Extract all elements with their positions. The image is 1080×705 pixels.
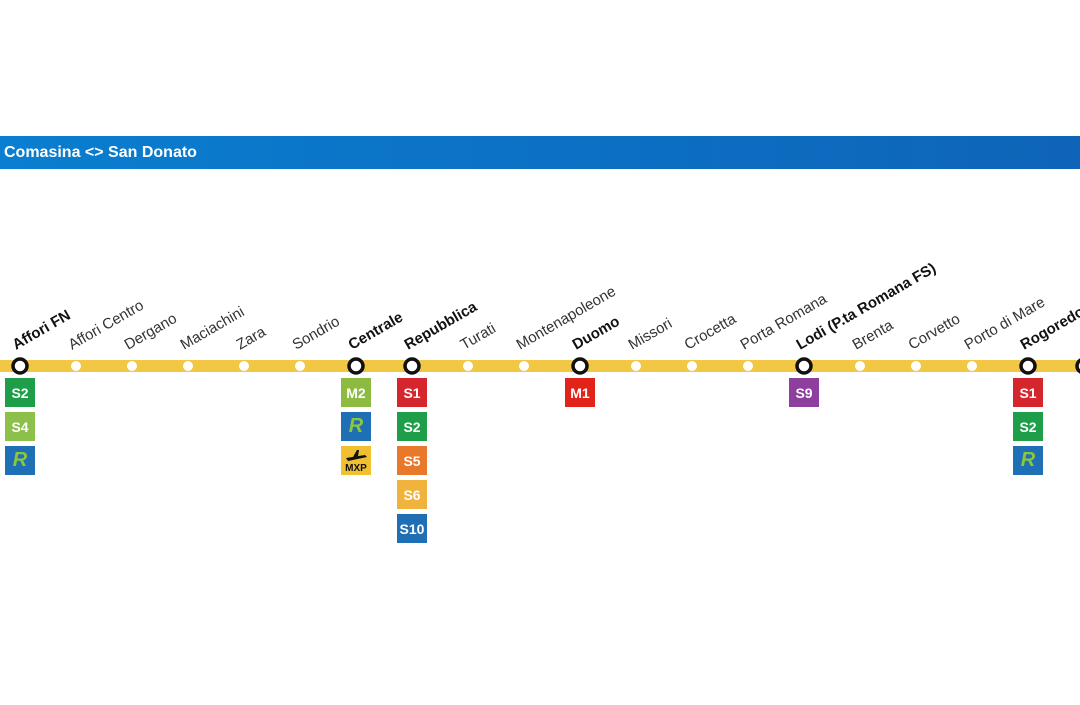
- station-dot: [855, 361, 865, 371]
- badge-label: S10: [400, 521, 425, 537]
- station-dot: [743, 361, 753, 371]
- station-name: Corvetto: [906, 310, 964, 353]
- connection-badge: S2: [397, 412, 427, 441]
- badge-label: R: [349, 415, 364, 437]
- station-name: Centrale: [346, 309, 406, 354]
- station-dot: [967, 361, 977, 371]
- connection-badge: M2: [341, 378, 371, 407]
- connection-badge: S1: [1013, 378, 1043, 407]
- station-dot: [295, 361, 305, 371]
- connection-badge: M1: [565, 378, 595, 407]
- badge-label: S1: [1019, 385, 1036, 401]
- station-dot: [71, 361, 81, 371]
- connection-badge: S6: [397, 480, 427, 509]
- connection-badge: R: [1013, 446, 1043, 475]
- badge-label: S4: [11, 419, 28, 435]
- station-ring: [349, 359, 363, 373]
- badge-label: S2: [11, 385, 28, 401]
- station-dot: [127, 361, 137, 371]
- badge-label: S2: [1019, 419, 1036, 435]
- station-name: Sondrio: [290, 313, 343, 354]
- station-dot: [911, 361, 921, 371]
- badge-label: S1: [403, 385, 420, 401]
- station-name: Crocetta: [682, 310, 740, 353]
- station-dot: [463, 361, 473, 371]
- station-name: Affori FN: [10, 307, 74, 354]
- station-ring: [13, 359, 27, 373]
- connection-badge: S4: [5, 412, 35, 441]
- station-dot: [687, 361, 697, 371]
- station-ring: [573, 359, 587, 373]
- station-name: Missori: [626, 315, 676, 353]
- connection-badge: S9: [789, 378, 819, 407]
- connection-badge: S1: [397, 378, 427, 407]
- badge-label: S9: [795, 385, 812, 401]
- badge-label: MXP: [345, 463, 367, 474]
- station-dot: [631, 361, 641, 371]
- connection-badge: S2: [5, 378, 35, 407]
- badge-label: S6: [403, 487, 420, 503]
- badge-label: S5: [403, 453, 420, 469]
- connection-badge: R: [341, 412, 371, 441]
- connection-badge: S2: [1013, 412, 1043, 441]
- connection-badge: MXP: [341, 446, 371, 475]
- header-title: Comasina <> San Donato: [4, 144, 197, 161]
- station-dot: [183, 361, 193, 371]
- badge-label: M1: [570, 385, 590, 401]
- station-name: Turati: [458, 320, 499, 354]
- connection-badge: S5: [397, 446, 427, 475]
- station-name: Zara: [234, 323, 270, 353]
- badge-label: S2: [403, 419, 420, 435]
- station-name: Montenapoleone: [514, 283, 619, 354]
- station-ring: [405, 359, 419, 373]
- station-ring: [1021, 359, 1035, 373]
- badge-label: R: [13, 449, 28, 471]
- connection-badge: R: [5, 446, 35, 475]
- station-ring: [797, 359, 811, 373]
- connection-badge: S10: [397, 514, 427, 543]
- station-dot: [239, 361, 249, 371]
- badge-label: R: [1021, 449, 1036, 471]
- badge-label: M2: [346, 385, 366, 401]
- station-dot: [519, 361, 529, 371]
